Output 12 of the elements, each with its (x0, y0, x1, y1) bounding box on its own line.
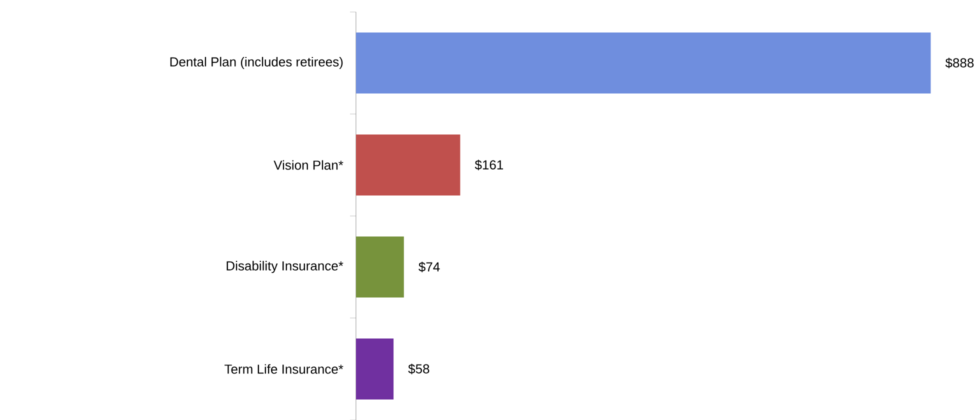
bar (356, 134, 460, 196)
data-label: $161 (474, 160, 504, 170)
y-tick-label: Term Life Insurance* (224, 364, 344, 374)
y-tick-label: Vision Plan* (274, 160, 344, 170)
bar (356, 338, 394, 400)
bar (356, 32, 931, 94)
bar (356, 236, 404, 298)
y-tick-label: Dental Plan (includes retirees) (170, 56, 343, 70)
data-label: $58 (408, 364, 430, 374)
data-label: $74 (418, 262, 440, 272)
y-tick-label: Disability Insurance* (226, 260, 344, 274)
data-label: $888 (945, 58, 974, 68)
